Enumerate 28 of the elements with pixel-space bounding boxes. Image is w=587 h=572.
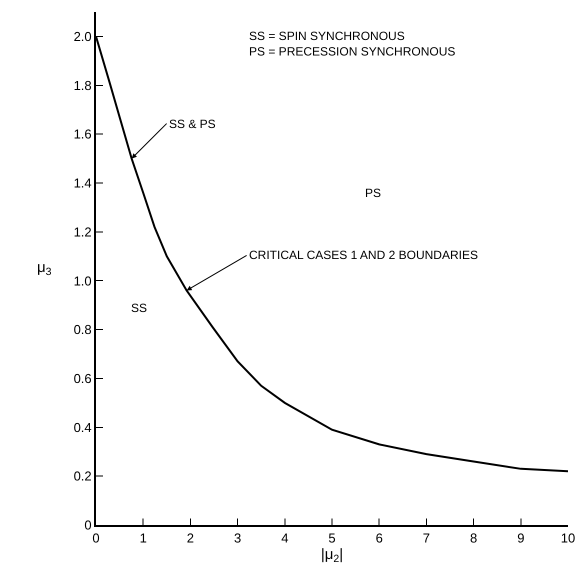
annotation: PS [365,186,382,200]
x-tick-label: 3 [234,530,242,546]
y-tick-label: 0 [84,518,92,533]
y-tick-label: 0.4 [74,420,92,435]
y-tick-label: 1.8 [74,78,92,93]
y-tick-label: 0.2 [74,468,92,484]
annotation: SS [131,301,148,315]
x-tick-label: 4 [281,530,288,546]
y-tick-label: 2.0 [74,28,92,44]
y-tick-label: 1.0 [74,273,92,288]
x-tick-label: 1 [140,530,147,546]
y-axis-title: μ$_{3}$ [37,259,52,278]
x-tick-label: 8 [470,530,478,546]
x-tick-label: 7 [422,530,430,546]
annotation: CRITICAL CASES 1 AND 2 BOUNDARIES [249,248,478,262]
x-tick-label: 2 [186,530,194,546]
y-tick-label: 0.8 [74,322,92,338]
y-tick-label: 1.2 [74,224,92,240]
x-tick-label: 6 [376,530,383,546]
x-tick-label: 10 [560,530,576,546]
annotation: SS & PS [169,117,216,131]
y-tick-label: 0.6 [74,370,92,386]
y-tick-label: 1.4 [74,176,92,191]
x-axis-title: |μ$_{2}$| [320,546,344,565]
annotation: SS = SPIN SYNCHRONOUS PS = PRECESSION SYNCHRONOUS [249,29,456,59]
y-tick-label: 1.6 [74,126,92,142]
x-tick-label: 9 [517,530,524,546]
x-tick-label: 5 [328,530,336,546]
